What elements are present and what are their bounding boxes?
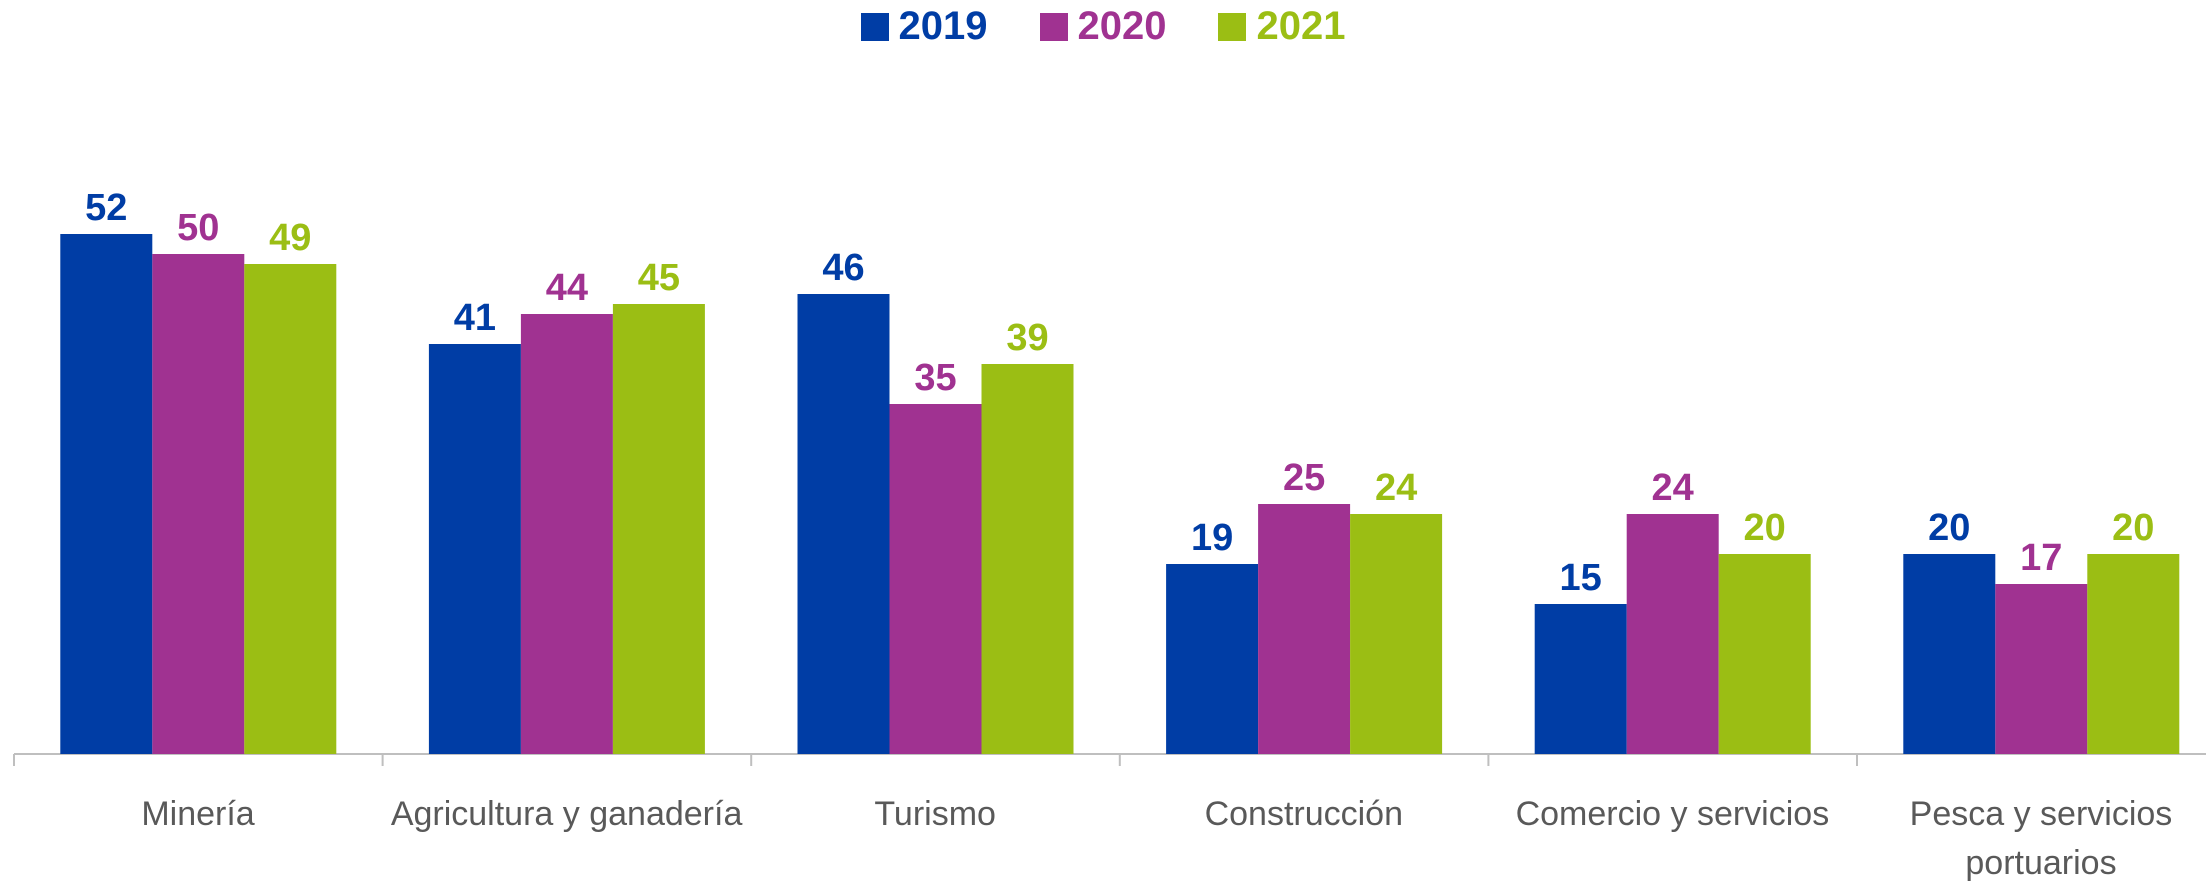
value-label: 15 — [1560, 557, 1602, 599]
legend: 2019 2020 2021 — [0, 4, 2206, 49]
x-tick-label: Comercio y servicios — [1515, 795, 1830, 833]
value-label: 35 — [914, 357, 956, 399]
bar — [889, 404, 982, 754]
value-label: 39 — [1006, 317, 1048, 359]
legend-swatch — [1218, 12, 1247, 41]
bar — [1718, 554, 1811, 754]
bar — [1626, 514, 1719, 754]
bar — [152, 254, 245, 754]
bar — [428, 344, 521, 754]
value-label: 44 — [546, 267, 588, 309]
bar — [797, 294, 890, 754]
x-tick-label: Turismo — [874, 795, 996, 833]
bar — [1995, 584, 2088, 754]
legend-label: 2021 — [1256, 4, 1346, 48]
bar — [520, 314, 613, 754]
x-tick-label: Minería — [141, 795, 255, 833]
legend-item: 2020 — [1039, 4, 1167, 49]
bar — [244, 264, 337, 754]
value-label: 46 — [822, 247, 864, 289]
bar — [1903, 554, 1996, 754]
legend-swatch — [1039, 12, 1068, 41]
legend-item: 2021 — [1218, 4, 1345, 49]
bar — [612, 304, 705, 754]
value-label: 20 — [2112, 507, 2154, 549]
x-tick-label: Construcción — [1204, 795, 1403, 833]
bar — [1258, 504, 1351, 754]
value-label: 49 — [269, 217, 311, 259]
value-label: 25 — [1283, 457, 1325, 499]
bar — [60, 234, 153, 754]
x-tick-label: Pesca y servicios portuarios — [1909, 795, 2173, 882]
bar — [1534, 604, 1627, 754]
value-label: 19 — [1191, 517, 1233, 559]
value-label: 52 — [85, 187, 127, 229]
bar — [981, 364, 1074, 754]
bar — [2087, 554, 2180, 754]
legend-label: 2019 — [898, 4, 988, 48]
value-label: 45 — [638, 257, 680, 299]
legend-item: 2019 — [860, 4, 988, 49]
value-label: 50 — [177, 207, 219, 249]
value-label: 24 — [1375, 467, 1417, 509]
value-label: 17 — [2020, 537, 2062, 579]
value-label: 20 — [1928, 507, 1970, 549]
value-label: 24 — [1652, 467, 1694, 509]
bar — [1166, 564, 1259, 754]
value-label: 20 — [1744, 507, 1786, 549]
value-label: 41 — [454, 297, 496, 339]
legend-label: 2020 — [1077, 4, 1167, 48]
legend-swatch — [860, 12, 889, 41]
x-tick-label: Agricultura y ganadería — [390, 795, 743, 833]
bar — [1350, 514, 1443, 754]
